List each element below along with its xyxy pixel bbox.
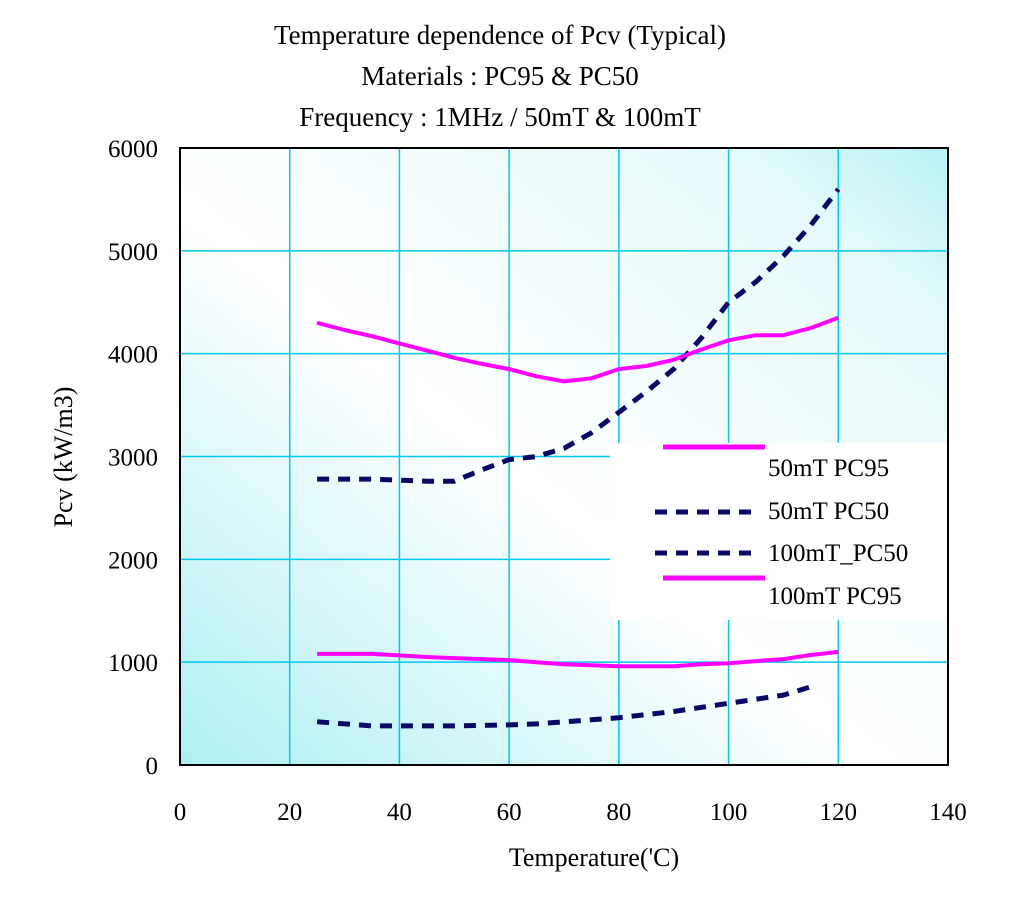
y-tick-label: 2000 — [108, 547, 158, 574]
chart-title: Temperature dependence of Pcv (Typical) — [274, 20, 726, 50]
x-tick-label: 20 — [277, 799, 302, 826]
legend-label: 100mT_PC50 — [768, 540, 908, 567]
x-tick-label: 40 — [387, 799, 412, 826]
x-tick-label: 100 — [710, 799, 748, 826]
x-tick-label: 80 — [606, 799, 631, 826]
legend-label: 50mT PC50 — [768, 498, 889, 525]
plot-frame — [179, 147, 949, 766]
tick-labels: 0 20 40 60 80 100 120 140 0 1000 2000 3000 4000 5000 6… — [108, 136, 967, 826]
series-line-50mt-pc50 — [316, 684, 812, 729]
y-tick-label: 4000 — [108, 342, 158, 369]
legend: 50mT PC95 50mT PC50 100mT_PC50 100mT PC95 — [655, 444, 908, 610]
legend-label: 100mT PC95 — [768, 583, 902, 610]
y-tick-label: 3000 — [108, 445, 158, 472]
legend-box — [610, 443, 948, 620]
chart-subtitle-frequency: Frequency : 1MHz / 50mT & 100mT — [299, 102, 701, 132]
x-tick-label: 60 — [497, 799, 522, 826]
series-line-100mt-pc95 — [316, 315, 840, 384]
legend-label: 50mT PC95 — [768, 455, 889, 482]
series-line-50mt-pc95 — [317, 649, 839, 669]
x-axis-label: Temperature('C) — [509, 843, 679, 872]
x-tick-label: 140 — [929, 799, 967, 826]
y-tick-label: 0 — [146, 753, 159, 780]
y-tick-label: 1000 — [108, 650, 158, 677]
y-axis-label: Pcv (kW/m3) — [49, 387, 78, 528]
series-line-100mt-pc50 — [317, 187, 841, 484]
x-tick-label: 0 — [174, 799, 187, 826]
y-tick-label: 6000 — [108, 136, 158, 163]
series-lines — [316, 187, 841, 729]
y-tick-label: 5000 — [108, 239, 158, 266]
x-tick-label: 120 — [820, 799, 858, 826]
chart-subtitle-materials: Materials : PC95 & PC50 — [361, 61, 639, 91]
